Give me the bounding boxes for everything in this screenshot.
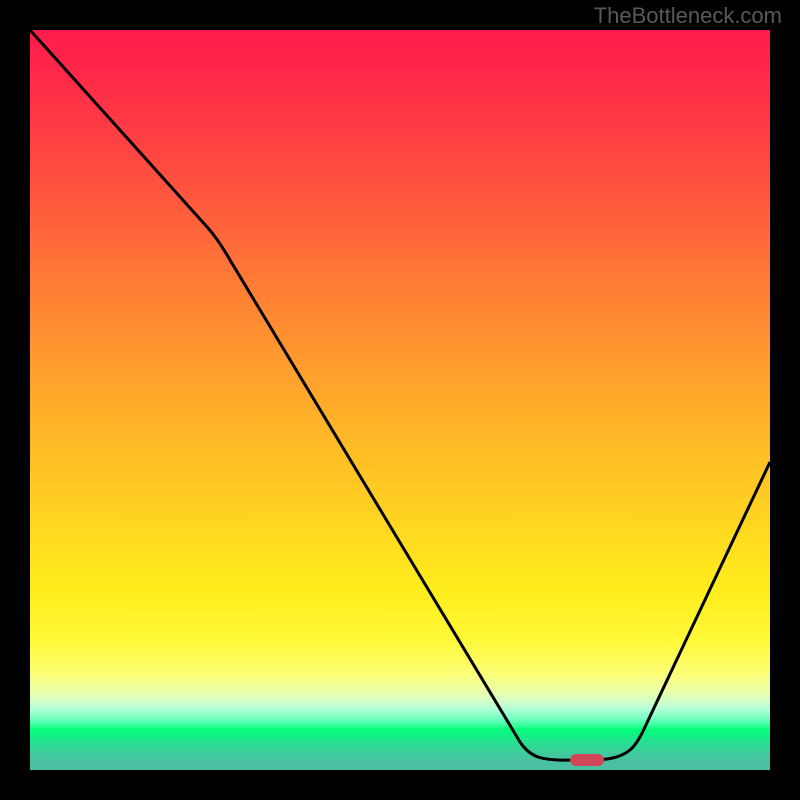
optimal-point-marker [570,754,604,766]
curve-path [30,30,770,760]
bottleneck-curve [30,30,770,770]
watermark-text: TheBottleneck.com [594,3,782,29]
chart-container [30,30,770,770]
